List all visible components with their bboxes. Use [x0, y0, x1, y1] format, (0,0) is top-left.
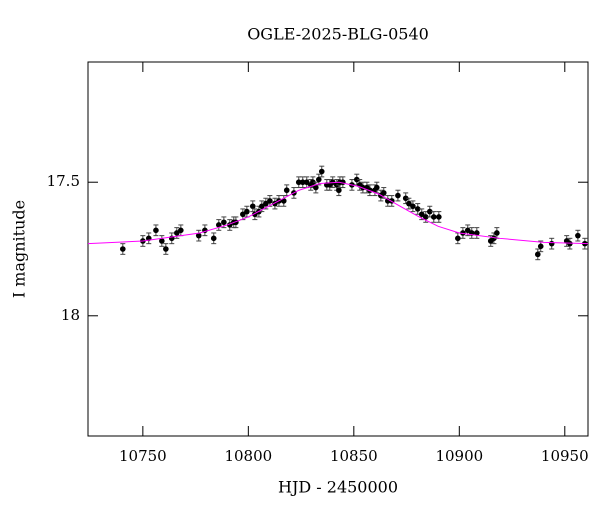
data-point	[249, 203, 256, 210]
data-point	[174, 230, 180, 236]
data-point	[299, 179, 306, 186]
data-point	[120, 246, 126, 252]
x-tick-label: 10950	[541, 447, 589, 465]
data-point	[414, 206, 421, 212]
data-point	[159, 238, 165, 244]
x-tick-label: 10750	[119, 447, 167, 465]
data-point	[380, 190, 387, 196]
data-point	[430, 214, 437, 220]
y-tick-label: 17.5	[47, 172, 80, 190]
data-point	[534, 251, 541, 258]
data-point	[316, 176, 322, 183]
data-point	[244, 208, 250, 215]
x-tick-label: 10850	[330, 447, 378, 465]
y-axis-label: I magnitude	[10, 200, 29, 298]
data-point	[418, 211, 425, 218]
data-point	[283, 187, 290, 194]
data-point	[436, 214, 442, 220]
x-tick-label: 10900	[435, 447, 483, 465]
chart-title: OGLE-2025-BLG-0540	[247, 25, 429, 44]
data-point	[395, 192, 401, 199]
data-point	[575, 232, 581, 239]
data-point	[353, 176, 360, 183]
data-point	[422, 214, 429, 220]
data-point	[240, 211, 246, 218]
data-point	[153, 227, 159, 234]
plot-frame	[87, 61, 589, 437]
data-point	[313, 184, 319, 191]
data-point	[310, 179, 316, 186]
data-point	[195, 232, 202, 239]
data-point	[221, 219, 227, 226]
data-point	[426, 208, 433, 215]
data-point	[494, 230, 500, 236]
data-point	[178, 227, 184, 234]
data-point	[267, 198, 273, 204]
data-point	[455, 235, 461, 242]
data-point	[295, 179, 302, 186]
data-point	[474, 230, 480, 236]
data-point	[406, 200, 412, 207]
data-point	[318, 168, 325, 175]
data-point	[163, 246, 169, 252]
data-point	[548, 240, 555, 247]
data-point	[336, 187, 342, 194]
data-point	[263, 200, 269, 207]
y-tick-label: 18	[61, 306, 80, 324]
data-point	[210, 235, 217, 242]
data-point	[567, 240, 573, 247]
data-point	[216, 222, 222, 228]
x-tick-label: 10800	[224, 447, 272, 465]
data-point	[374, 184, 380, 191]
data-point	[410, 203, 416, 210]
data-point	[402, 195, 409, 202]
data-point	[259, 203, 265, 210]
model-curve	[87, 181, 589, 245]
data-point	[537, 243, 544, 250]
data-point	[464, 227, 471, 234]
x-axis-label: HJD - 2450000	[278, 478, 398, 497]
data-point	[303, 179, 310, 186]
